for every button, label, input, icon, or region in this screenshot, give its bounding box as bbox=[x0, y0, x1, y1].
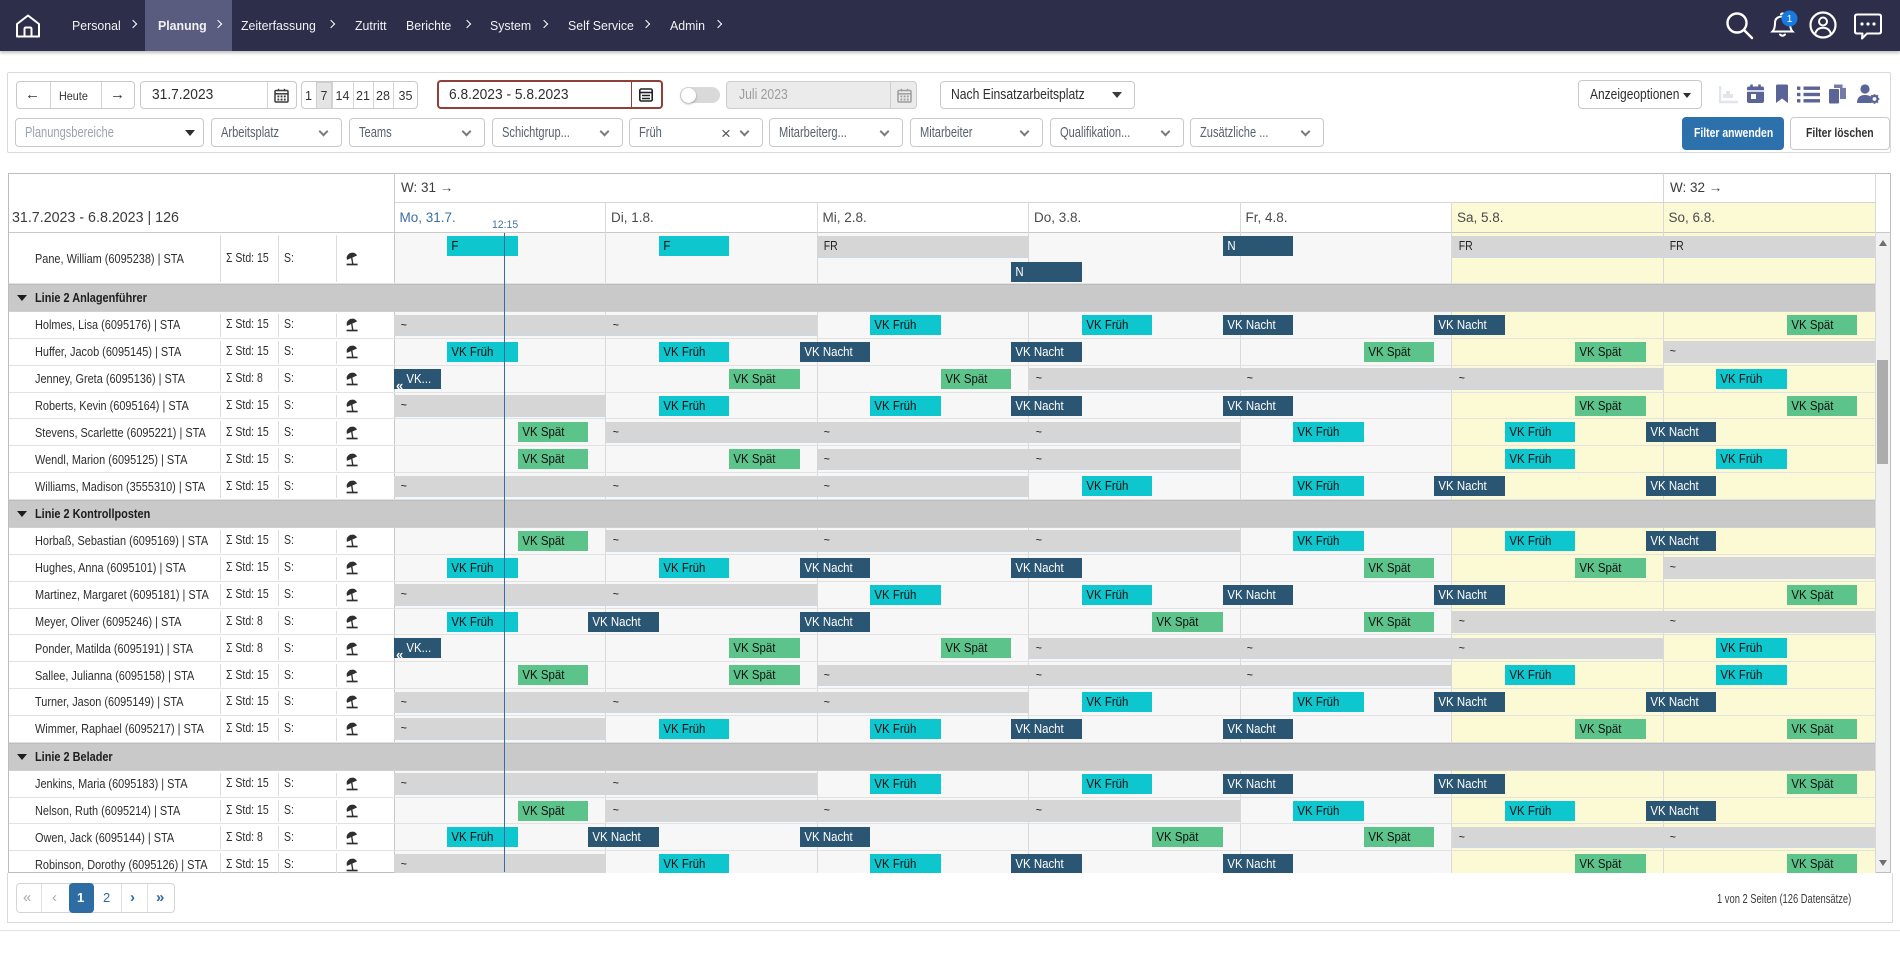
svg-text:1: 1 bbox=[1787, 13, 1793, 25]
